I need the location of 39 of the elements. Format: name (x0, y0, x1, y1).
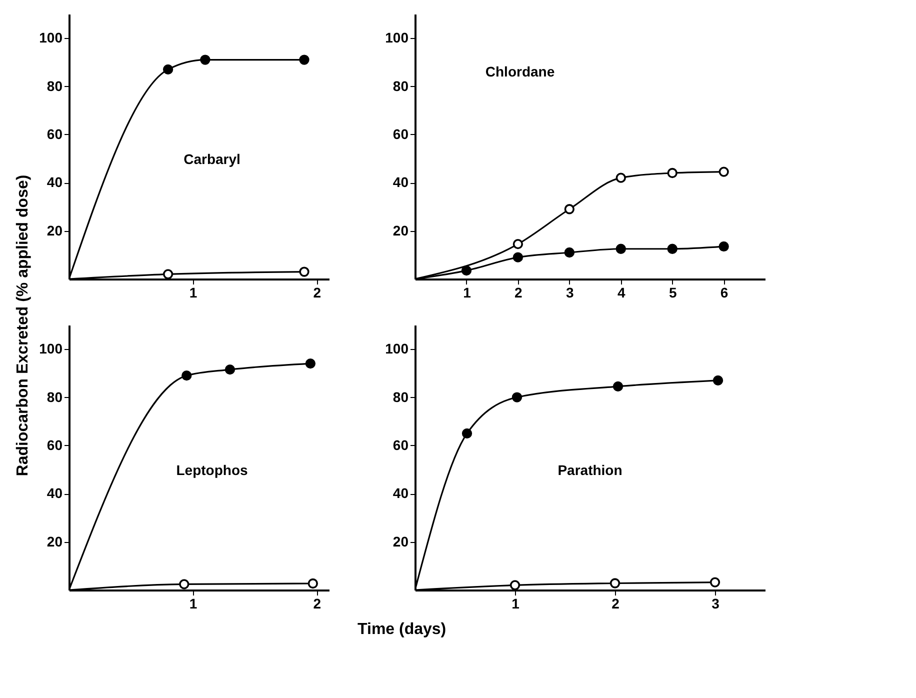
x-tick-label: 2 (313, 596, 322, 612)
y-tick-label: 60 (392, 436, 409, 453)
x-tick-label: 4 (617, 284, 626, 300)
y-tick-label: 80 (392, 78, 409, 94)
y-tick-label: 40 (46, 174, 63, 190)
y-tick-label: 80 (46, 388, 63, 405)
y-tick-label: 60 (392, 126, 409, 142)
annotation: Leptophos (176, 462, 248, 478)
x-tick-label: 1 (512, 596, 520, 612)
annotation: Carbaryl (184, 150, 240, 167)
annotation: Chlordane (485, 63, 555, 80)
x-tick-label: 2 (514, 284, 523, 300)
x-tick-label: 3 (712, 596, 720, 612)
y-tick-label: 20 (46, 533, 63, 550)
y-tick-label: 20 (392, 533, 409, 550)
y-tick-label: 40 (392, 485, 409, 502)
x-tick-label: 1 (189, 284, 198, 300)
y-tick-label: 100 (39, 30, 63, 46)
x-tick-label: 5 (668, 284, 677, 300)
y-tick-label: 40 (46, 485, 63, 502)
x-tick-label: 1 (463, 284, 472, 300)
annotation: Parathion (558, 462, 622, 478)
y-tick-label: 80 (46, 78, 63, 94)
y-tick-label: 100 (385, 30, 409, 46)
y-tick-label: 20 (46, 222, 63, 238)
y-tick-label: 80 (392, 388, 409, 405)
y-tick-label: 40 (392, 174, 409, 190)
x-tick-label: 1 (189, 596, 198, 612)
y-tick-label: 100 (385, 340, 409, 357)
y-axis-title: Radiocarbon Excreted (% applied dose) (14, 174, 32, 476)
y-tick-label: 20 (392, 222, 409, 238)
x-axis-title: Time (days) (358, 621, 446, 638)
y-tick-label: 60 (46, 436, 63, 453)
y-tick-label: 100 (39, 340, 63, 357)
x-tick-label: 3 (566, 284, 574, 300)
x-tick-label: 2 (612, 596, 620, 612)
x-tick-label: 6 (720, 284, 728, 300)
y-tick-label: 60 (46, 126, 63, 142)
x-tick-label: 2 (313, 284, 322, 300)
